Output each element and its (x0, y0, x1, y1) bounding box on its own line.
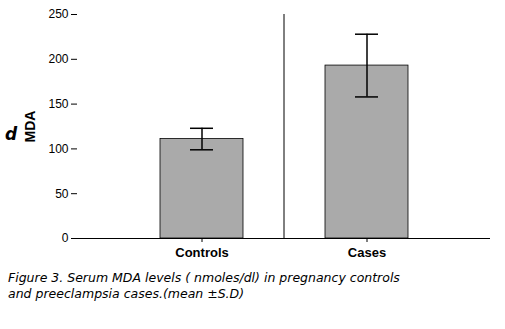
svg-text:0: 0 (62, 231, 69, 245)
svg-text:100: 100 (48, 142, 68, 156)
svg-text:250: 250 (48, 7, 68, 21)
html-text:Figure 3. Serum MDA levels ( n: Figure 3. Serum MDA levels ( nmoles/dl) … (8, 270, 400, 285)
svg-text:Cases: Cases (348, 245, 386, 260)
html-text:d: d (4, 124, 18, 144)
svg-text:200: 200 (48, 52, 68, 66)
svg-text:Controls: Controls (175, 245, 228, 260)
svg-text:150: 150 (48, 97, 68, 111)
svg-text:MDA: MDA (22, 111, 38, 143)
html-text:and preeclampsia cases.(mean ±: and preeclampsia cases.(mean ±S.D) (8, 286, 245, 301)
svg-text:50: 50 (55, 187, 69, 201)
